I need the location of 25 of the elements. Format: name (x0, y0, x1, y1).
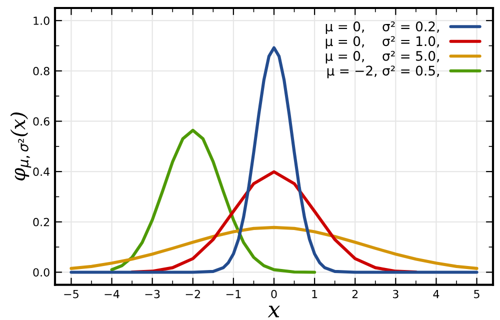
line-series (70, 226, 478, 270)
x-tick-label: −4 (104, 290, 120, 298)
legend-label: μ = −2, σ² = 0.5, (327, 66, 439, 78)
y-axis-title: φ$_{μ,σ²}$(x) (10, 112, 32, 180)
y-tick-label: 0.0 (33, 268, 50, 277)
x-tick-label: 3 (392, 290, 398, 298)
legend-label: μ = 0, σ² = 5.0, (326, 50, 439, 64)
y-tick-label: 1.0 (34, 16, 50, 25)
x-tick-label: 0 (271, 290, 277, 298)
x-tick-label: −1 (226, 290, 241, 298)
legend-label: μ = 0, σ² = 1.0, (326, 36, 439, 49)
x-tick-label: 2 (352, 290, 358, 298)
x-tick-label: −3 (145, 290, 160, 298)
y-tick-label: 0.6 (33, 117, 50, 126)
x-tick-label: −5 (64, 290, 78, 298)
x-tick-label: −2 (186, 290, 200, 298)
y-tick-label: 0.8 (33, 66, 50, 76)
x-axis-title: x (268, 306, 280, 318)
legend-label: μ = 0, σ² = 0.2, (326, 21, 439, 34)
line-series (110, 128, 316, 274)
x-tick-label: 4 (433, 290, 440, 298)
y-tick-label: 0.2 (33, 218, 50, 226)
y-tick-label: 0.4 (33, 168, 50, 176)
x-tick-label: 5 (474, 290, 480, 298)
x-tick-label: 1 (312, 290, 318, 298)
